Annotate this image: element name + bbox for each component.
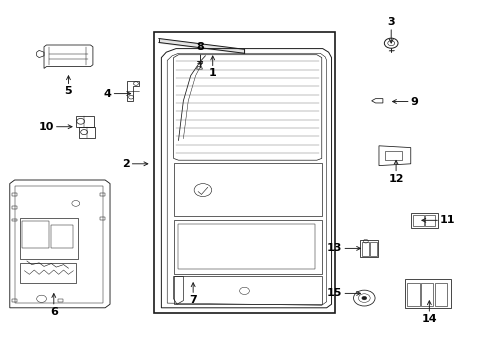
Bar [100,217,105,220]
Bar [100,193,105,196]
Text: 2: 2 [122,159,129,169]
Bar [22,221,49,248]
Bar [20,218,78,259]
Text: 10: 10 [39,122,54,132]
Bar [420,283,432,306]
Bar [410,213,437,228]
Bar [407,283,419,306]
Text: 9: 9 [410,96,418,107]
Bar [369,242,376,256]
Text: 12: 12 [387,174,403,184]
Bar [412,215,423,226]
Bar [12,299,17,302]
Text: 6: 6 [50,307,58,317]
Text: 11: 11 [439,215,455,225]
Text: 4: 4 [103,89,111,99]
Text: 1: 1 [208,68,216,78]
Bar [434,283,446,306]
Text: 5: 5 [64,86,72,96]
Text: 15: 15 [326,288,342,298]
Bar [154,32,334,313]
Bar [20,263,76,283]
Text: 3: 3 [386,17,394,27]
Bar [424,215,434,226]
Text: 14: 14 [421,314,436,324]
Bar [12,206,17,209]
Bar [359,240,378,257]
Text: 7: 7 [189,295,197,305]
Bar [79,127,95,138]
Text: 8: 8 [196,42,204,52]
Bar [76,116,94,127]
Bar [51,225,73,248]
Bar [12,193,17,196]
Text: 13: 13 [326,243,342,253]
Bar [12,219,17,221]
Bar [385,151,402,160]
Bar [361,242,368,256]
Circle shape [361,296,366,300]
Bar [404,279,450,308]
Bar [58,299,62,302]
Bar [178,224,315,269]
